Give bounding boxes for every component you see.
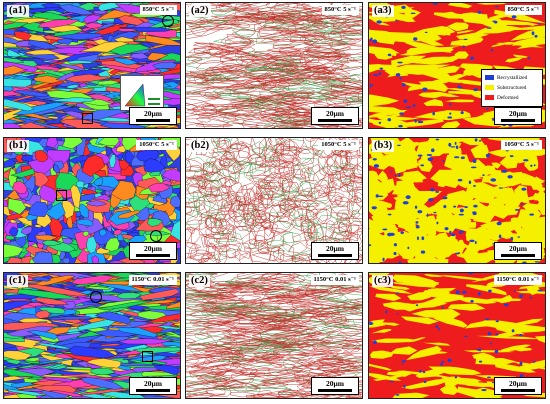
panel-a2-grain-boundary-map: (a2) 850°C 5 s⁻¹ 20μm: [185, 2, 363, 129]
panel-b2-grain-boundary-map: (b2) 1050°C 5 s⁻¹ 20μm: [185, 137, 363, 264]
panel-label: (a3): [372, 5, 394, 17]
panel-label: (b3): [372, 140, 395, 152]
square-marker: [82, 113, 93, 124]
panel-label: (c2): [189, 275, 210, 287]
scale-bar: 20μm: [311, 377, 359, 395]
scale-bar: 20μm: [494, 242, 542, 260]
condition-label: 1150°C 0.01 s⁻¹: [310, 275, 359, 285]
panel-c3-recrystallization-map: (c3) 1150°C 0.01 s⁻¹ 20μm: [368, 272, 546, 399]
ipf-orientation-map: [4, 273, 180, 398]
condition-label: 1050°C 5 s⁻¹: [318, 140, 359, 150]
circle-marker: [90, 291, 102, 303]
condition-label: 850°C 5 s⁻¹: [139, 5, 177, 15]
panel-label: (c1): [7, 275, 28, 287]
condition-label: 1050°C 5 s⁻¹: [136, 140, 177, 150]
legend-item-recrystallized: Recrystallized: [485, 74, 527, 82]
panel-b3-recrystallization-map: (b3) 1050°C 5 s⁻¹ 20μm: [368, 137, 546, 264]
circle-marker: [162, 15, 174, 27]
panel-c1-ipf-map: (c1) 1150°C 0.01 s⁻¹ 20μm: [3, 272, 181, 399]
condition-label: 1150°C 0.01 s⁻¹: [128, 275, 177, 285]
scale-bar: 20μm: [129, 377, 177, 395]
ipf-color-key: [120, 75, 164, 111]
recrystallization-legend: Recrystallized Substructured Deformed: [481, 69, 543, 107]
square-marker: [56, 190, 67, 201]
panel-a3-recrystallization-map: (a3) 850°C 5 s⁻¹ Recrystallized Substruc…: [368, 2, 546, 129]
panel-label: (b1): [7, 140, 30, 152]
square-marker: [142, 351, 153, 362]
condition-label: 850°C 5 s⁻¹: [321, 5, 359, 15]
panel-b1-ipf-map: (b1) 1050°C 5 s⁻¹ 20μm: [3, 137, 181, 264]
scale-bar: 20μm: [311, 242, 359, 260]
recrystallization-map: [369, 273, 545, 398]
panel-label: (b2): [189, 140, 212, 152]
condition-label: 1050°C 5 s⁻¹: [501, 140, 542, 150]
scale-bar: 20μm: [494, 107, 542, 125]
condition-label: 850°C 5 s⁻¹: [504, 5, 542, 15]
legend-item-substructured: Substructured: [485, 84, 526, 92]
panel-label: (a1): [7, 5, 29, 17]
circle-marker: [150, 230, 162, 242]
panel-a1-ipf-map: (a1) 850°C 5 s⁻¹ 20μm: [3, 2, 181, 129]
scale-bar: 20μm: [129, 242, 177, 260]
panel-c2-grain-boundary-map: (c2) 1150°C 0.01 s⁻¹ 20μm: [185, 272, 363, 399]
panel-label: (c3): [372, 275, 393, 287]
scale-bar: 20μm: [129, 107, 177, 125]
scale-bar: 20μm: [494, 377, 542, 395]
scale-bar: 20μm: [311, 107, 359, 125]
legend-item-deformed: Deformed: [485, 94, 518, 102]
panel-label: (a2): [189, 5, 211, 17]
condition-label: 1150°C 0.01 s⁻¹: [493, 275, 542, 285]
